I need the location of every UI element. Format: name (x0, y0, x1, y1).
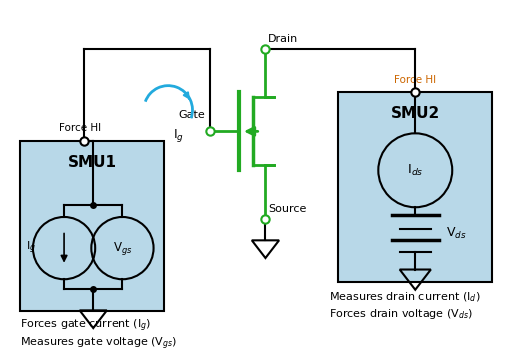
Text: I$_{ds}$: I$_{ds}$ (407, 163, 424, 178)
Text: Forces drain voltage (V$_{ds}$): Forces drain voltage (V$_{ds}$) (329, 307, 473, 321)
Text: I$_g$: I$_g$ (173, 127, 184, 144)
Text: Measures drain current (I$_d$): Measures drain current (I$_d$) (329, 290, 480, 304)
Text: Force HI: Force HI (394, 75, 436, 85)
Text: V$_{gs}$: V$_{gs}$ (113, 240, 132, 257)
Text: Gate: Gate (179, 110, 205, 120)
Text: SMU1: SMU1 (68, 155, 117, 170)
Text: Measures gate voltage (V$_{gs}$): Measures gate voltage (V$_{gs}$) (20, 335, 177, 352)
Bar (338, 92, 492, 282)
Text: SMU2: SMU2 (391, 106, 440, 121)
Text: Forces gate current (I$_g$): Forces gate current (I$_g$) (20, 318, 152, 334)
Text: V$_{ds}$: V$_{ds}$ (446, 226, 467, 241)
Text: I$_g$: I$_g$ (26, 240, 36, 256)
Text: Force HI: Force HI (59, 123, 101, 133)
Bar (20, 141, 165, 311)
Text: Drain: Drain (268, 34, 298, 44)
Text: Source: Source (268, 204, 307, 214)
